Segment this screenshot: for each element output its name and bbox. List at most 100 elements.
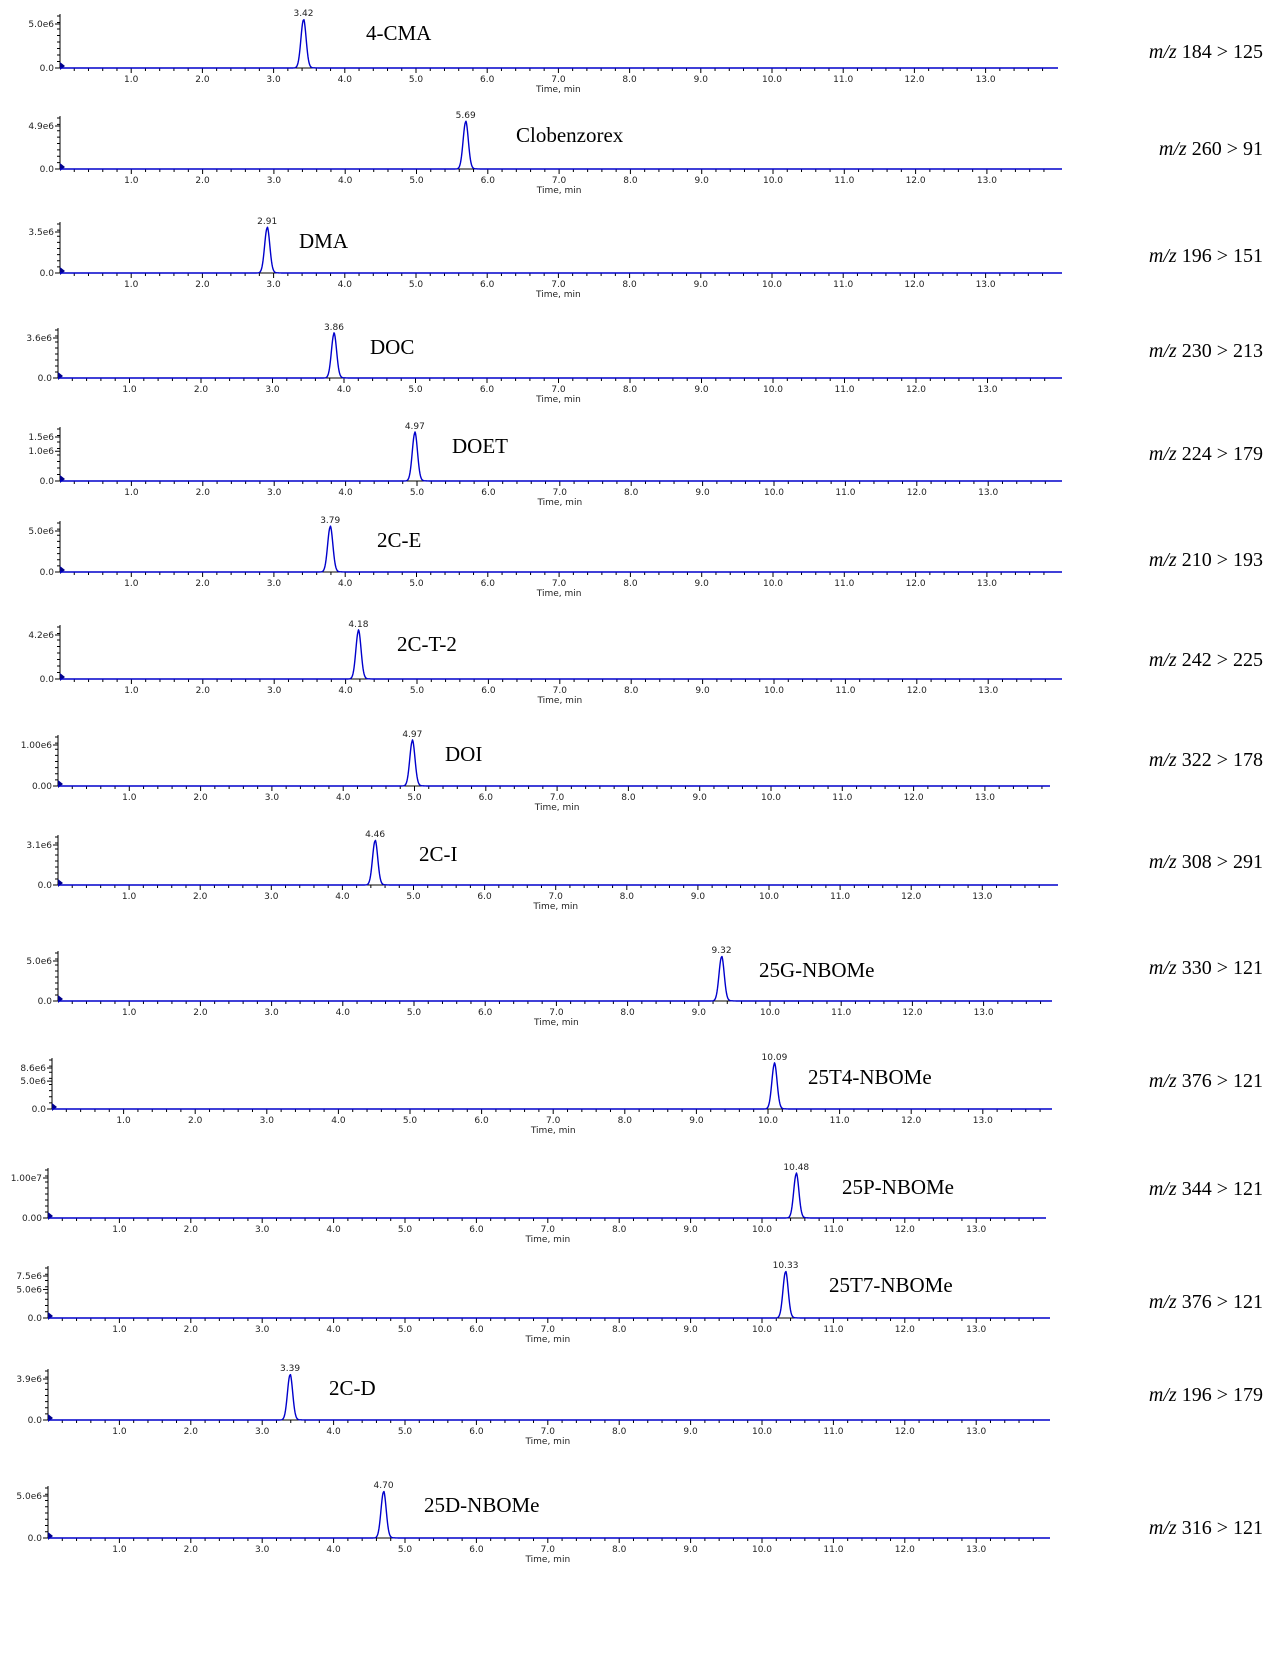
x-tick-label: 2.0 [193, 793, 208, 803]
x-tick-label: 12.0 [904, 280, 924, 290]
x-tick-label: 13.0 [978, 488, 998, 498]
x-tick-label: 6.0 [469, 1427, 484, 1437]
x-tick-label: 7.0 [541, 1325, 556, 1335]
chromatogram-trace [47, 1373, 1051, 1421]
y-tick-label: 3.1e6 [26, 841, 52, 851]
x-tick-label: 5.0 [407, 1008, 422, 1018]
x-tick-label: 10.0 [763, 385, 783, 395]
chromatogram-panel: 5.0e6 0.0 1.0 2.0 3.0 4.0 5.0 6.0 7.0 8.0 9.0 10.0 1… [0, 512, 1271, 612]
peak-label: 9.32 [712, 946, 732, 956]
x-tick-label: 1.0 [112, 1545, 127, 1555]
x-tick-label: 8.0 [620, 1008, 635, 1018]
x-tick-label: 6.0 [469, 1545, 484, 1555]
x-axis-title: Time, min [532, 902, 578, 912]
x-axis-title: Time, min [533, 1018, 579, 1028]
x-tick-label: 12.0 [906, 176, 926, 186]
x-tick-label: 13.0 [978, 686, 998, 696]
start-marker [60, 62, 65, 70]
x-tick-label: 1.0 [112, 1225, 127, 1235]
chromatogram-trace [59, 431, 1063, 482]
x-tick-label: 12.0 [907, 488, 927, 498]
x-tick-label: 2.0 [184, 1427, 199, 1437]
x-tick-label: 3.0 [267, 176, 282, 186]
x-tick-label: 13.0 [966, 1225, 986, 1235]
x-tick-label: 6.0 [480, 280, 495, 290]
compound-name: 25D-NBOMe [424, 1493, 540, 1517]
peak-label: 4.70 [374, 1481, 394, 1491]
x-tick-label: 7.0 [552, 176, 567, 186]
y-tick-label: 0.0 [28, 1314, 43, 1324]
x-tick-label: 8.0 [622, 280, 637, 290]
x-tick-label: 9.0 [691, 892, 706, 902]
x-tick-label: 3.0 [267, 488, 282, 498]
mz-transition: m/z 376 > 121 [1149, 1291, 1263, 1313]
x-tick-label: 2.0 [196, 686, 211, 696]
x-tick-label: 4.0 [338, 579, 353, 589]
peak-label: 4.97 [405, 422, 425, 432]
x-tick-label: 13.0 [977, 176, 997, 186]
start-marker [48, 1212, 53, 1220]
compound-name: 25T7-NBOMe [829, 1273, 953, 1297]
x-tick-label: 9.0 [694, 385, 709, 395]
compound-name: 2C-T-2 [397, 632, 457, 656]
x-tick-label: 3.0 [265, 793, 280, 803]
x-tick-label: 1.0 [122, 1008, 137, 1018]
x-tick-label: 11.0 [830, 892, 850, 902]
start-marker [58, 780, 63, 788]
mz-transition: m/z 330 > 121 [1149, 957, 1263, 979]
x-tick-label: 2.0 [194, 385, 209, 395]
x-tick-label: 13.0 [974, 1008, 994, 1018]
chromatogram-trace [59, 226, 1063, 274]
x-tick-label: 6.0 [481, 579, 496, 589]
x-tick-label: 1.0 [124, 488, 139, 498]
x-tick-label: 13.0 [972, 892, 992, 902]
x-tick-label: 8.0 [612, 1225, 627, 1235]
x-tick-label: 12.0 [895, 1225, 915, 1235]
x-tick-label: 1.0 [122, 385, 137, 395]
x-tick-label: 6.0 [481, 488, 496, 498]
x-tick-label: 4.0 [338, 488, 353, 498]
compound-name: DOET [452, 434, 508, 458]
chromatogram-trace [59, 19, 1059, 69]
x-tick-label: 10.0 [764, 488, 784, 498]
x-tick-label: 1.0 [112, 1427, 127, 1437]
x-tick-label: 7.0 [549, 892, 564, 902]
x-axis-title: Time, min [530, 1126, 576, 1136]
x-tick-label: 8.0 [612, 1325, 627, 1335]
peak-label: 3.79 [320, 516, 340, 526]
x-tick-label: 3.0 [260, 1116, 275, 1126]
x-tick-label: 2.0 [184, 1545, 199, 1555]
y-tick-label: 5.0e6 [26, 957, 52, 967]
x-tick-label: 5.0 [406, 892, 421, 902]
x-tick-label: 9.0 [693, 793, 708, 803]
x-tick-label: 1.0 [124, 176, 139, 186]
x-tick-label: 11.0 [832, 793, 852, 803]
x-tick-label: 9.0 [692, 1008, 707, 1018]
x-tick-label: 10.0 [761, 793, 781, 803]
x-tick-label: 3.0 [264, 892, 279, 902]
x-tick-label: 10.0 [752, 1427, 772, 1437]
y-tick-label: 1.0e6 [28, 447, 54, 457]
x-tick-label: 11.0 [823, 1545, 843, 1555]
y-tick-label: 8.6e6 [20, 1064, 46, 1074]
x-axis-title: Time, min [524, 1335, 570, 1345]
y-tick-label: 5.0e6 [20, 1077, 46, 1087]
x-tick-label: 7.0 [549, 1008, 564, 1018]
x-tick-label: 3.0 [264, 1008, 279, 1018]
x-tick-label: 6.0 [480, 385, 495, 395]
x-tick-label: 12.0 [907, 686, 927, 696]
chromatogram-trace [47, 1270, 1051, 1319]
x-tick-label: 4.0 [336, 793, 351, 803]
x-tick-label: 3.0 [255, 1225, 270, 1235]
x-tick-label: 7.0 [541, 1427, 556, 1437]
mz-transition: m/z 230 > 213 [1149, 340, 1263, 362]
peak-label: 10.48 [783, 1163, 809, 1173]
x-tick-label: 4.0 [326, 1427, 341, 1437]
chromatogram-trace [57, 739, 1051, 787]
y-tick-label: 5.0e6 [16, 1492, 42, 1502]
x-tick-label: 5.0 [398, 1225, 413, 1235]
x-tick-label: 5.0 [409, 75, 424, 85]
y-tick-label: 0.0 [40, 269, 55, 279]
chromatogram-svg: 7.5e6 5.0e6 0.0 1.0 2.0 3.0 4.0 5.0 6.0 7.0 8.0 9.0… [16, 1261, 1263, 1345]
x-tick-label: 10.0 [752, 1545, 772, 1555]
